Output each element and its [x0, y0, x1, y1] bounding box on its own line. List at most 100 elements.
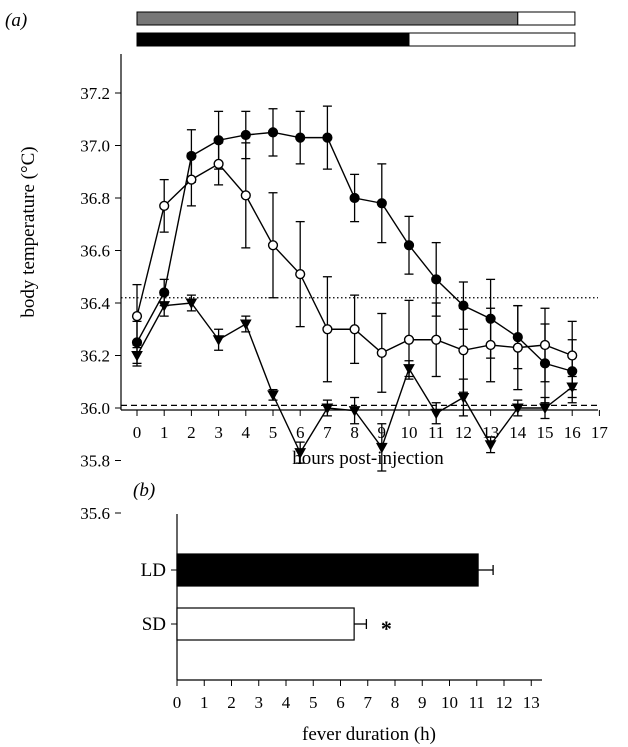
data-point	[239, 319, 252, 331]
data-point	[186, 174, 197, 185]
bar-x-tick-label: 2	[227, 693, 236, 712]
duration-bar-filled	[136, 32, 410, 47]
bar-x-tick-label: 5	[309, 693, 318, 712]
duration-bar-filled	[136, 11, 519, 26]
bar-x-axis-label: fever duration (h)	[302, 724, 436, 745]
data-point	[539, 339, 551, 351]
x-tick-label: 5	[269, 423, 278, 442]
duration-bar-open	[408, 32, 576, 47]
data-point	[185, 298, 198, 310]
bar-x-tick-label: 8	[391, 693, 400, 712]
data-point	[240, 129, 251, 141]
data-point	[267, 240, 279, 251]
data-point	[131, 351, 143, 362]
y-tick-label: 35.6	[80, 504, 110, 523]
y-tick-label: 36.6	[80, 242, 110, 261]
y-tick-label: 37.0	[80, 137, 110, 156]
data-point	[267, 127, 279, 138]
panel-a: (a) 35.6 35.8 36.0 36.2 36.4 36.6 36.8 37.0 37.2…	[5, 10, 608, 523]
bar-x-tick-label: 13	[523, 693, 540, 712]
data-point	[131, 311, 143, 322]
x-tick-label: 14	[509, 423, 527, 442]
data-point	[403, 334, 415, 345]
bar-x-tick-label: 11	[469, 693, 485, 712]
x-axis-label: hours post-injection	[292, 448, 444, 469]
data-point	[295, 132, 306, 143]
bar-SD	[176, 607, 355, 641]
data-point	[294, 448, 307, 459]
bar-group: LD SD *	[141, 553, 494, 641]
data-point	[348, 406, 361, 417]
bar-x-tick-label: 4	[282, 693, 291, 712]
data-point	[458, 345, 469, 356]
reference-lines	[121, 297, 598, 406]
data-point	[213, 158, 224, 169]
duration-bar-open	[517, 11, 576, 26]
x-tick-label: 15	[537, 423, 554, 442]
data-point	[512, 342, 523, 353]
data-point	[376, 347, 387, 358]
bar-x-tick-label: 7	[364, 693, 373, 712]
data-point	[457, 393, 470, 404]
x-tick-label: 10	[401, 423, 418, 442]
bar-x-tick-label: 3	[255, 693, 264, 712]
y-tick-label: 37.2	[80, 84, 110, 103]
data-point	[267, 390, 279, 401]
data-point	[322, 324, 333, 335]
x-tick-label: 3	[214, 423, 223, 442]
bar-x-tick-label: 12	[496, 693, 513, 712]
data-point	[240, 190, 251, 201]
data-point	[566, 382, 579, 394]
x-tick-label: 7	[323, 423, 332, 442]
y-tick-label: 36.2	[80, 347, 110, 366]
bar-x-tick-label: 6	[336, 693, 345, 712]
data-point	[485, 339, 496, 351]
panel-a-label: (a)	[5, 10, 27, 31]
y-tick-label: 36.4	[80, 294, 110, 313]
data-point	[375, 442, 388, 454]
series-open-circle	[131, 142, 578, 393]
panel-b-label: (b)	[133, 480, 155, 501]
x-tick-label: 11	[428, 423, 444, 442]
bar-x-tick-label: 9	[418, 693, 427, 712]
bar-x-tick-label: 10	[441, 693, 458, 712]
data-point	[484, 440, 497, 451]
y-tick-label: 36.8	[80, 189, 110, 208]
data-point	[295, 269, 306, 280]
y-axis-label: body temperature (°C)	[18, 146, 39, 317]
data-point	[511, 403, 524, 415]
bar-category-label: SD	[142, 614, 166, 635]
data-point	[567, 350, 578, 361]
data-point	[403, 364, 415, 375]
data-point	[539, 403, 551, 415]
bar-x-tick-label: 1	[200, 693, 209, 712]
series-filled-triangle-down	[131, 294, 579, 472]
y-tick-label: 36.0	[80, 399, 110, 418]
bar-category-label: LD	[141, 560, 166, 581]
data-point	[431, 334, 442, 345]
data-point	[322, 132, 333, 143]
x-tick-label: 2	[187, 423, 196, 442]
x-tick-label: 6	[296, 423, 305, 442]
x-tick-label: 1	[160, 423, 169, 442]
data-point	[430, 408, 443, 420]
data-point	[403, 240, 415, 251]
data-point	[431, 274, 442, 285]
data-point	[349, 324, 360, 335]
data-point	[321, 403, 334, 415]
duration-bars	[136, 11, 576, 47]
data-point	[159, 200, 170, 211]
y-ticks: 35.6 35.8 36.0 36.2 36.4 36.6 36.8 37.0 37.2	[80, 84, 121, 523]
x-tick-label: 8	[350, 423, 359, 442]
data-point	[376, 198, 387, 209]
series-group	[131, 105, 579, 472]
bar-LD	[176, 553, 479, 587]
x-tick-label: 4	[242, 423, 251, 442]
x-tick-label: 0	[133, 423, 142, 442]
bar-x-ticks: 0 1 2 3 4 5 6 7 8 9 10 11 12 13	[173, 680, 540, 712]
x-tick-label: 16	[564, 423, 581, 442]
x-ticks: 01234567891011121314151617	[133, 410, 608, 442]
bar-x-tick-label: 0	[173, 693, 182, 712]
significance-asterisk: *	[381, 616, 392, 641]
